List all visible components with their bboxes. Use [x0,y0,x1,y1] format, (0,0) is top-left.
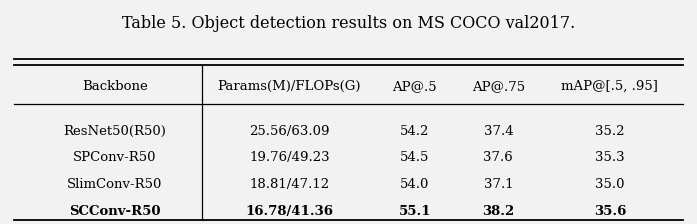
Text: 16.78/41.36: 16.78/41.36 [245,205,333,218]
Text: AP@.75: AP@.75 [472,80,525,93]
Text: Table 5. Object detection results on MS COCO val2017.: Table 5. Object detection results on MS … [122,15,575,32]
Text: SlimConv-R50: SlimConv-R50 [68,178,162,191]
Text: 54.2: 54.2 [400,125,429,138]
Text: AP@.5: AP@.5 [392,80,437,93]
Text: 19.76/49.23: 19.76/49.23 [249,151,330,164]
Text: SPConv-R50: SPConv-R50 [73,151,157,164]
Text: 38.2: 38.2 [482,205,514,218]
Text: 54.5: 54.5 [400,151,429,164]
Text: 37.1: 37.1 [484,178,513,191]
Text: 55.1: 55.1 [399,205,431,218]
Text: 35.3: 35.3 [595,151,625,164]
Text: Backbone: Backbone [82,80,148,93]
Text: 25.56/63.09: 25.56/63.09 [249,125,330,138]
Text: 37.6: 37.6 [484,151,513,164]
Text: 37.4: 37.4 [484,125,513,138]
Text: 18.81/47.12: 18.81/47.12 [250,178,329,191]
Text: mAP@[.5, .95]: mAP@[.5, .95] [562,80,658,93]
Text: 35.6: 35.6 [594,205,626,218]
Text: 54.0: 54.0 [400,178,429,191]
Text: 35.2: 35.2 [595,125,625,138]
Text: SCConv-R50: SCConv-R50 [69,205,161,218]
Text: ResNet50(R50): ResNet50(R50) [63,125,167,138]
Text: Params(M)/FLOPs(G): Params(M)/FLOPs(G) [217,80,361,93]
Text: 35.0: 35.0 [595,178,625,191]
